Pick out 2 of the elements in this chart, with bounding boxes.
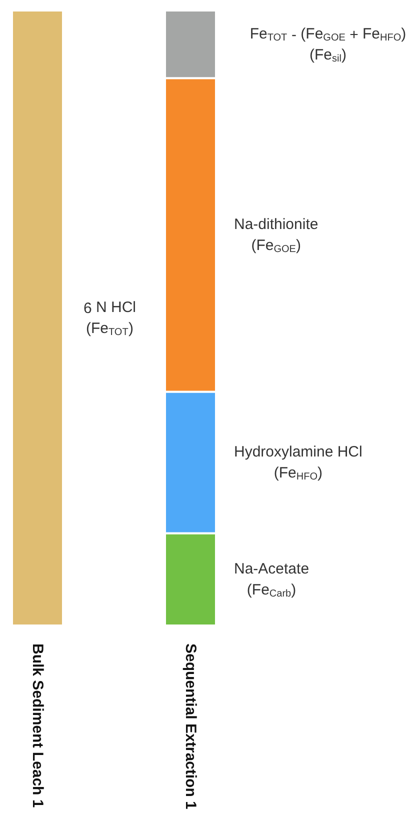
x-tick-label: Sequential Extraction 1 — [182, 644, 199, 810]
x-tick-label: Bulk Sediment Leach 1 — [29, 644, 46, 808]
